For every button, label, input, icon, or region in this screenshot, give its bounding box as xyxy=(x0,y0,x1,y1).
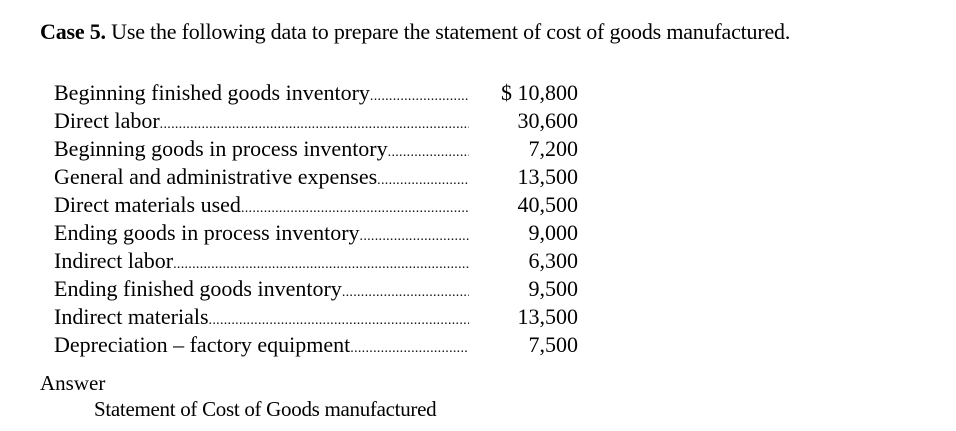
item-label-text: Depreciation – factory equipment xyxy=(54,332,351,357)
item-amount: 9,500 xyxy=(528,276,579,301)
item-amount: 6,300 xyxy=(528,248,579,273)
statement-title: Statement of Cost of Goods manufactured xyxy=(94,397,437,421)
item-label-text: Direct materials used xyxy=(54,192,241,217)
item-label-text: Ending goods in process inventory xyxy=(54,220,360,245)
item-label-text: Direct labor xyxy=(54,108,160,133)
cost-data-list: Beginning finished goods inventory $ 10,… xyxy=(54,79,580,359)
item-label-text: General and administrative expenses xyxy=(54,164,378,189)
item-label: General and administrative expenses xyxy=(54,163,469,195)
item-label: Ending finished goods inventory xyxy=(54,275,469,307)
item-label-text: Indirect labor xyxy=(54,248,174,273)
list-item: General and administrative expenses 13,5… xyxy=(54,163,580,191)
list-item: Indirect labor 6,300 xyxy=(54,247,580,275)
item-label-text: Beginning finished goods inventory xyxy=(54,80,370,105)
item-label: Direct labor xyxy=(54,107,469,139)
item-amount: 7,200 xyxy=(528,136,579,161)
item-label: Ending goods in process inventory xyxy=(54,219,469,251)
item-label: Direct materials used xyxy=(54,191,469,223)
answer-heading: Answer xyxy=(40,371,106,395)
case-title: Case 5. Use the following data to prepar… xyxy=(40,19,790,45)
list-item: Direct materials used 40,500 xyxy=(54,191,580,219)
list-item: Depreciation – factory equipment 7,500 xyxy=(54,331,580,359)
list-item: Beginning finished goods inventory $ 10,… xyxy=(54,79,580,107)
item-label: Beginning goods in process inventory xyxy=(54,135,469,167)
item-label-text: Beginning goods in process inventory xyxy=(54,136,388,161)
case-instruction: Use the following data to prepare the st… xyxy=(111,19,791,44)
list-item: Direct labor 30,600 xyxy=(54,107,580,135)
item-amount: 13,500 xyxy=(517,164,579,189)
item-label: Depreciation – factory equipment xyxy=(54,331,469,363)
item-label: Indirect labor xyxy=(54,247,469,279)
item-amount: 30,600 xyxy=(517,108,579,133)
item-label: Beginning finished goods inventory xyxy=(54,79,469,111)
list-item: Beginning goods in process inventory 7,2… xyxy=(54,135,580,163)
item-amount: 9,000 xyxy=(528,220,579,245)
list-item: Ending finished goods inventory 9,500 xyxy=(54,275,580,303)
list-item: Ending goods in process inventory 9,000 xyxy=(54,219,580,247)
item-amount: 13,500 xyxy=(517,304,579,329)
item-label: Indirect materials xyxy=(54,303,469,335)
case-label: Case 5. xyxy=(40,19,106,44)
item-amount: 40,500 xyxy=(517,192,579,217)
list-item: Indirect materials 13,500 xyxy=(54,303,580,331)
item-amount: $ 10,800 xyxy=(501,80,578,105)
item-amount: 7,500 xyxy=(528,332,579,357)
item-label-text: Indirect materials xyxy=(54,304,209,329)
item-label-text: Ending finished goods inventory xyxy=(54,276,342,301)
